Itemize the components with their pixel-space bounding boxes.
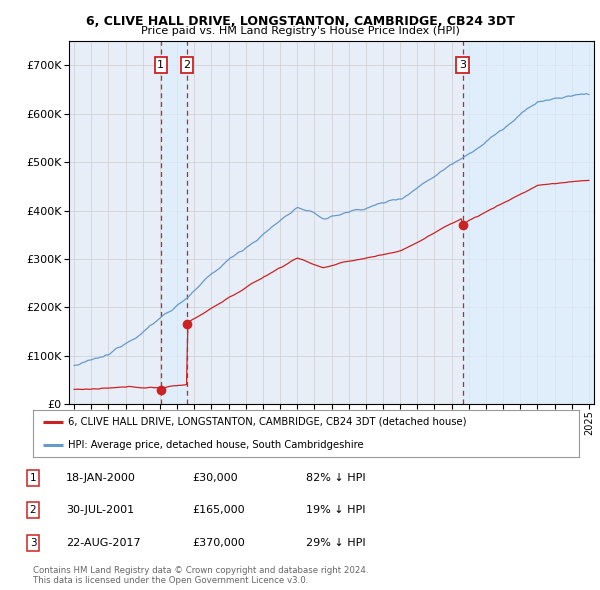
Text: HPI: Average price, detached house, South Cambridgeshire: HPI: Average price, detached house, Sout… xyxy=(68,441,364,450)
Text: £165,000: £165,000 xyxy=(192,506,245,515)
Text: 3: 3 xyxy=(29,538,37,548)
Text: 18-JAN-2000: 18-JAN-2000 xyxy=(66,473,136,483)
Text: 3: 3 xyxy=(459,60,466,70)
Text: £370,000: £370,000 xyxy=(192,538,245,548)
Text: £30,000: £30,000 xyxy=(192,473,238,483)
Text: 29% ↓ HPI: 29% ↓ HPI xyxy=(306,538,365,548)
Text: 30-JUL-2001: 30-JUL-2001 xyxy=(66,506,134,515)
Text: Contains HM Land Registry data © Crown copyright and database right 2024.: Contains HM Land Registry data © Crown c… xyxy=(33,566,368,575)
Text: 2: 2 xyxy=(29,506,37,515)
Text: This data is licensed under the Open Government Licence v3.0.: This data is licensed under the Open Gov… xyxy=(33,576,308,585)
Bar xyxy=(161,41,187,404)
Bar xyxy=(463,41,594,404)
Text: 82% ↓ HPI: 82% ↓ HPI xyxy=(306,473,365,483)
Text: 6, CLIVE HALL DRIVE, LONGSTANTON, CAMBRIDGE, CB24 3DT (detached house): 6, CLIVE HALL DRIVE, LONGSTANTON, CAMBRI… xyxy=(68,417,467,427)
Text: 2: 2 xyxy=(184,60,191,70)
Text: 19% ↓ HPI: 19% ↓ HPI xyxy=(306,506,365,515)
Text: 22-AUG-2017: 22-AUG-2017 xyxy=(66,538,140,548)
Text: Price paid vs. HM Land Registry's House Price Index (HPI): Price paid vs. HM Land Registry's House … xyxy=(140,26,460,36)
Text: 1: 1 xyxy=(157,60,164,70)
Text: 1: 1 xyxy=(29,473,37,483)
Text: 6, CLIVE HALL DRIVE, LONGSTANTON, CAMBRIDGE, CB24 3DT: 6, CLIVE HALL DRIVE, LONGSTANTON, CAMBRI… xyxy=(86,15,514,28)
